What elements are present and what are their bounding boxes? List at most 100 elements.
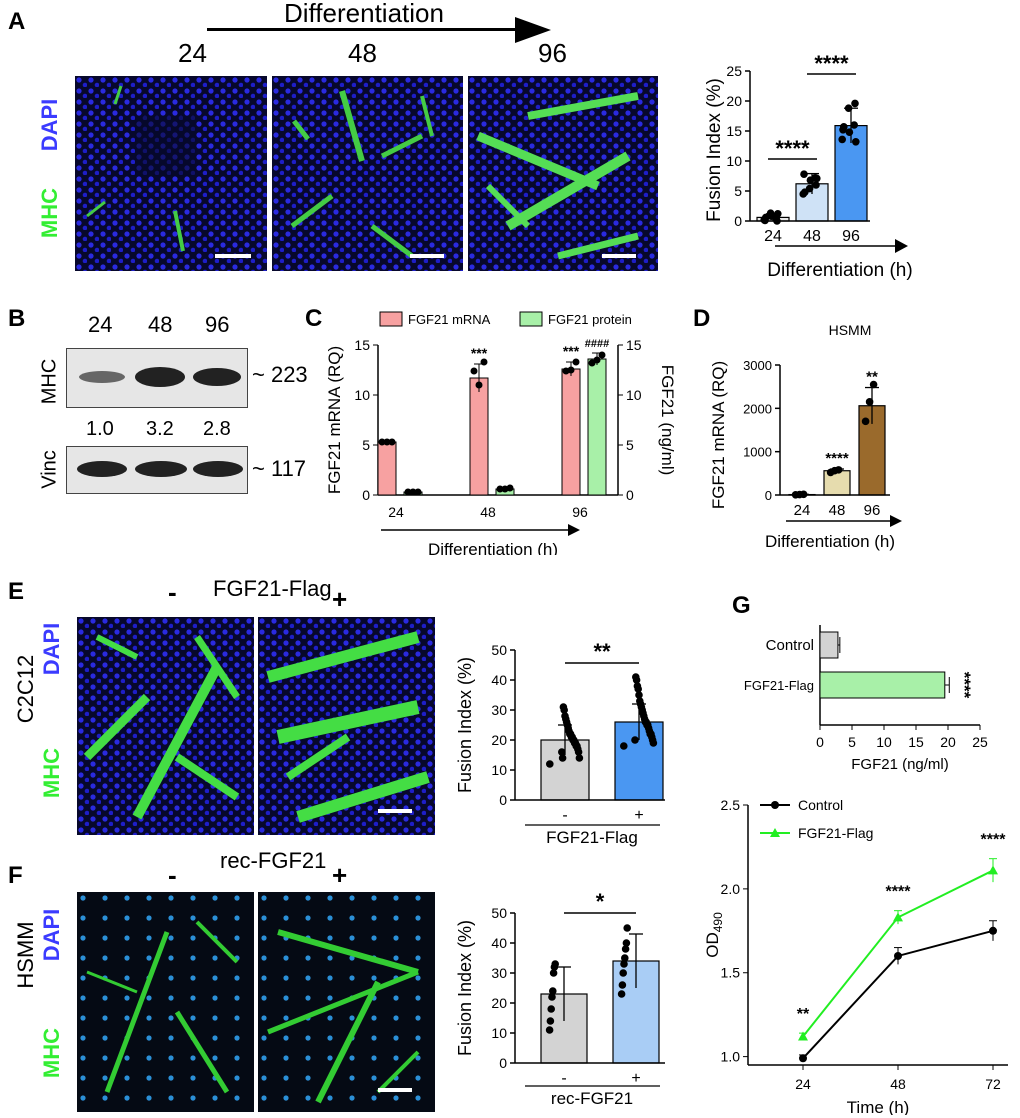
vinc-blot-label: Vinc	[38, 450, 61, 489]
y-tick-label: 10	[354, 387, 370, 403]
data-point	[869, 380, 878, 389]
cells-f-plus	[258, 892, 435, 1112]
legend-label: FGF21 mRNA	[408, 312, 491, 327]
data-point	[618, 981, 627, 989]
y-tick-label: 30	[491, 965, 507, 981]
y-tick-label: 20	[726, 93, 742, 109]
x-axis-title: FGF21 (ng/ml)	[851, 756, 949, 773]
data-point	[549, 987, 557, 995]
data-point	[414, 488, 422, 496]
micrograph-f-minus	[77, 892, 254, 1112]
blot-time-48: 48	[148, 312, 173, 337]
arrow-head-icon	[568, 524, 580, 536]
y-tick-label: 1.0	[721, 1049, 741, 1065]
bar	[561, 368, 581, 496]
legend-marker	[771, 801, 779, 809]
x-tick-label: 24	[764, 228, 782, 245]
x-tick-label: 20	[940, 734, 956, 750]
cells-a-48	[272, 76, 463, 271]
mhc-blot-label: MHC	[38, 358, 61, 405]
sig-label: ****	[775, 136, 810, 161]
sig-label: ***	[471, 345, 488, 361]
y2-tick-label: 15	[626, 337, 642, 353]
data-point	[988, 865, 998, 875]
y-tick-label: FGF21-Flag	[744, 678, 814, 693]
differentiation-arrow	[207, 28, 517, 31]
sig-label: ####	[585, 338, 609, 350]
y-tick-label: 0	[499, 792, 507, 808]
x-tick-label: 24	[388, 504, 404, 520]
arrow-head-icon	[515, 17, 551, 43]
panel-label-f: F	[8, 862, 23, 889]
bar	[819, 631, 839, 659]
cells-a-24	[75, 76, 267, 271]
x-axis-title: rec-FGF21	[551, 1089, 633, 1108]
data-point	[617, 990, 626, 998]
legend-marker	[770, 828, 780, 837]
x-tick-label: 96	[572, 504, 588, 520]
time-label-48: 48	[348, 38, 377, 68]
cells-e-plus	[258, 617, 435, 835]
data-point	[840, 123, 848, 131]
x-tick-label: 96	[842, 228, 860, 245]
y-tick-label: 25	[726, 63, 742, 79]
data-point	[806, 176, 815, 184]
data-point	[813, 174, 821, 183]
micrograph-a-24	[75, 76, 267, 271]
data-point	[480, 358, 488, 366]
x-tick-label: 24	[795, 1076, 811, 1092]
x-axis-title: Differentiation (h)	[765, 532, 895, 551]
chart-g-top: 0 5 10 15 20 25 Control FGF21-Flag **** FGF21 (ng…	[744, 625, 988, 773]
x-tick-label: 48	[803, 228, 821, 245]
sig-label: ****	[981, 832, 1007, 849]
chart-a-fusion-index: 0 5 10 15 20 25 24 48 96 Differentiation (h) Fusio…	[704, 51, 913, 281]
y-tick-label: 15	[726, 123, 742, 139]
y-tick-label: 1000	[743, 445, 772, 460]
y-tick-label: 50	[491, 905, 507, 921]
mhc-kda: ~ 223	[252, 362, 308, 387]
data-point	[893, 912, 903, 922]
data-point	[561, 712, 569, 720]
y-tick-label: Control	[766, 637, 814, 654]
scale-bar	[602, 254, 636, 258]
scale-bar	[215, 254, 251, 258]
x-tick-label: 5	[848, 734, 856, 750]
ratio-48: 3.2	[146, 418, 174, 440]
x-tick-label: 48	[829, 502, 846, 519]
x-tick-label: 25	[972, 734, 988, 750]
data-point	[834, 466, 843, 474]
blot-band	[193, 461, 243, 477]
arrow-head-icon	[895, 239, 908, 253]
panel-label-c: C	[305, 305, 323, 332]
micrograph-e-plus	[258, 617, 435, 835]
data-point	[632, 673, 640, 681]
data-point	[620, 742, 628, 750]
y-tick-label: 2000	[743, 401, 772, 416]
y-tick-label: 50	[491, 642, 507, 658]
sig-label: **	[593, 639, 611, 664]
blot-band	[79, 371, 125, 383]
hsmm-label: HSMM	[13, 921, 38, 989]
time-label-24: 24	[178, 38, 207, 68]
blot-band	[135, 367, 185, 387]
data-point	[551, 960, 559, 968]
ratio-24: 1.0	[86, 418, 114, 440]
y2-tick-label: 5	[626, 437, 634, 453]
legend-label: FGF21-Flag	[798, 825, 873, 841]
blot-band	[135, 461, 187, 477]
y-tick-label: 15	[354, 337, 370, 353]
data-point	[378, 438, 386, 446]
data-point	[598, 351, 606, 359]
minus-f: -	[168, 860, 177, 890]
y-tick-label: 1.5	[721, 965, 741, 981]
data-point	[850, 121, 858, 129]
x-tick-label: 10	[876, 734, 892, 750]
cells-f-minus	[77, 892, 254, 1112]
data-point	[620, 960, 628, 968]
data-point	[404, 488, 412, 496]
sig-label: ****	[814, 51, 849, 76]
data-point	[496, 485, 504, 493]
y-tick-label: 2.0	[721, 881, 741, 897]
data-point	[774, 210, 782, 218]
panel-label-e: E	[8, 578, 25, 605]
